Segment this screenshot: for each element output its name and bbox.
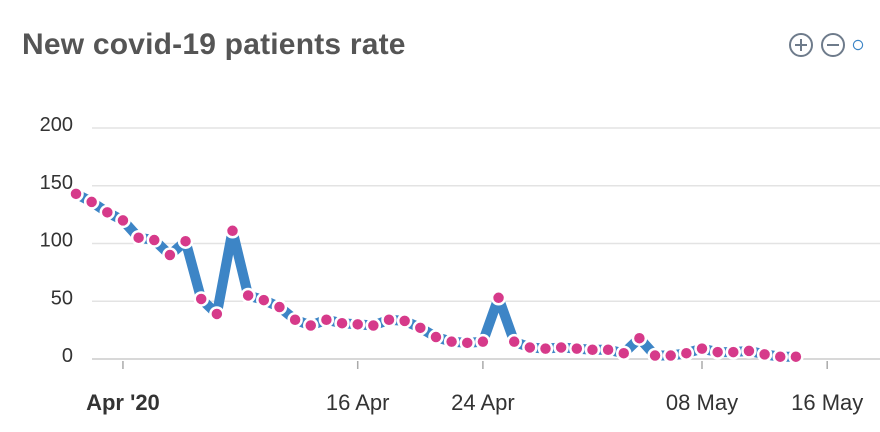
data-point[interactable] (381, 311, 397, 328)
data-point[interactable] (396, 313, 413, 329)
data-point[interactable] (553, 339, 569, 356)
data-point[interactable] (678, 345, 695, 361)
data-point[interactable] (772, 348, 788, 365)
chart-toolbar (788, 32, 864, 58)
data-point[interactable] (788, 348, 804, 365)
x-tick-label: Apr '20 (86, 390, 160, 415)
data-point[interactable] (99, 204, 116, 221)
data-point[interactable] (631, 330, 648, 346)
data-point[interactable] (475, 333, 491, 350)
data-point[interactable] (756, 346, 773, 363)
data-point[interactable] (334, 315, 350, 331)
x-tick-label: 16 Apr (326, 390, 390, 415)
data-point[interactable] (287, 311, 303, 328)
data-point[interactable] (412, 320, 429, 336)
data-point[interactable] (506, 333, 522, 350)
data-point[interactable] (177, 233, 194, 249)
y-tick-label: 200 (40, 114, 73, 136)
data-point[interactable] (522, 339, 538, 356)
data-point[interactable] (193, 291, 209, 307)
chart-title: New covid-19 patients rate (22, 28, 406, 61)
y-tick-label: 0 (62, 345, 73, 367)
series-markers (68, 186, 804, 365)
zoom-in-icon[interactable] (788, 32, 814, 58)
zoom-out-icon[interactable] (820, 32, 846, 58)
data-point[interactable] (537, 340, 554, 357)
data-point[interactable] (584, 342, 601, 358)
data-point[interactable] (68, 186, 84, 202)
x-axis: Apr '20 16 Apr 24 Apr 08 May 16 May (86, 361, 863, 415)
data-point[interactable] (130, 229, 147, 246)
data-point[interactable] (146, 232, 162, 248)
zoom-selection-icon[interactable] (852, 32, 864, 58)
data-point[interactable] (349, 316, 366, 333)
data-point[interactable] (490, 290, 507, 306)
x-tick-label: 16 May (791, 390, 863, 415)
data-point[interactable] (209, 306, 225, 322)
data-point[interactable] (694, 340, 710, 357)
data-point[interactable] (115, 212, 131, 229)
y-tick-label: 100 (40, 230, 73, 252)
data-point[interactable] (365, 317, 382, 334)
data-point[interactable] (224, 223, 241, 239)
data-point[interactable] (162, 247, 178, 263)
data-point[interactable] (709, 344, 726, 360)
data-point[interactable] (83, 194, 100, 210)
data-point[interactable] (725, 344, 742, 360)
data-point[interactable] (443, 333, 460, 350)
x-tick-label: 24 Apr (451, 390, 515, 415)
data-point[interactable] (303, 317, 319, 334)
data-point[interactable] (600, 342, 616, 358)
data-point[interactable] (616, 345, 632, 361)
data-point[interactable] (256, 292, 272, 308)
y-tick-label: 50 (51, 287, 73, 309)
data-point[interactable] (428, 329, 444, 345)
data-point[interactable] (647, 347, 663, 364)
y-tick-label: 150 (40, 172, 73, 194)
y-axis-ticks: 0 50 100 150 200 (40, 114, 73, 367)
data-point[interactable] (741, 343, 757, 359)
data-point[interactable] (662, 347, 679, 364)
data-point[interactable] (459, 335, 475, 351)
data-point[interactable] (271, 299, 288, 315)
x-tick-label: 08 May (666, 390, 738, 415)
data-point[interactable] (318, 311, 335, 328)
data-point[interactable] (240, 287, 256, 304)
data-point[interactable] (569, 340, 585, 357)
